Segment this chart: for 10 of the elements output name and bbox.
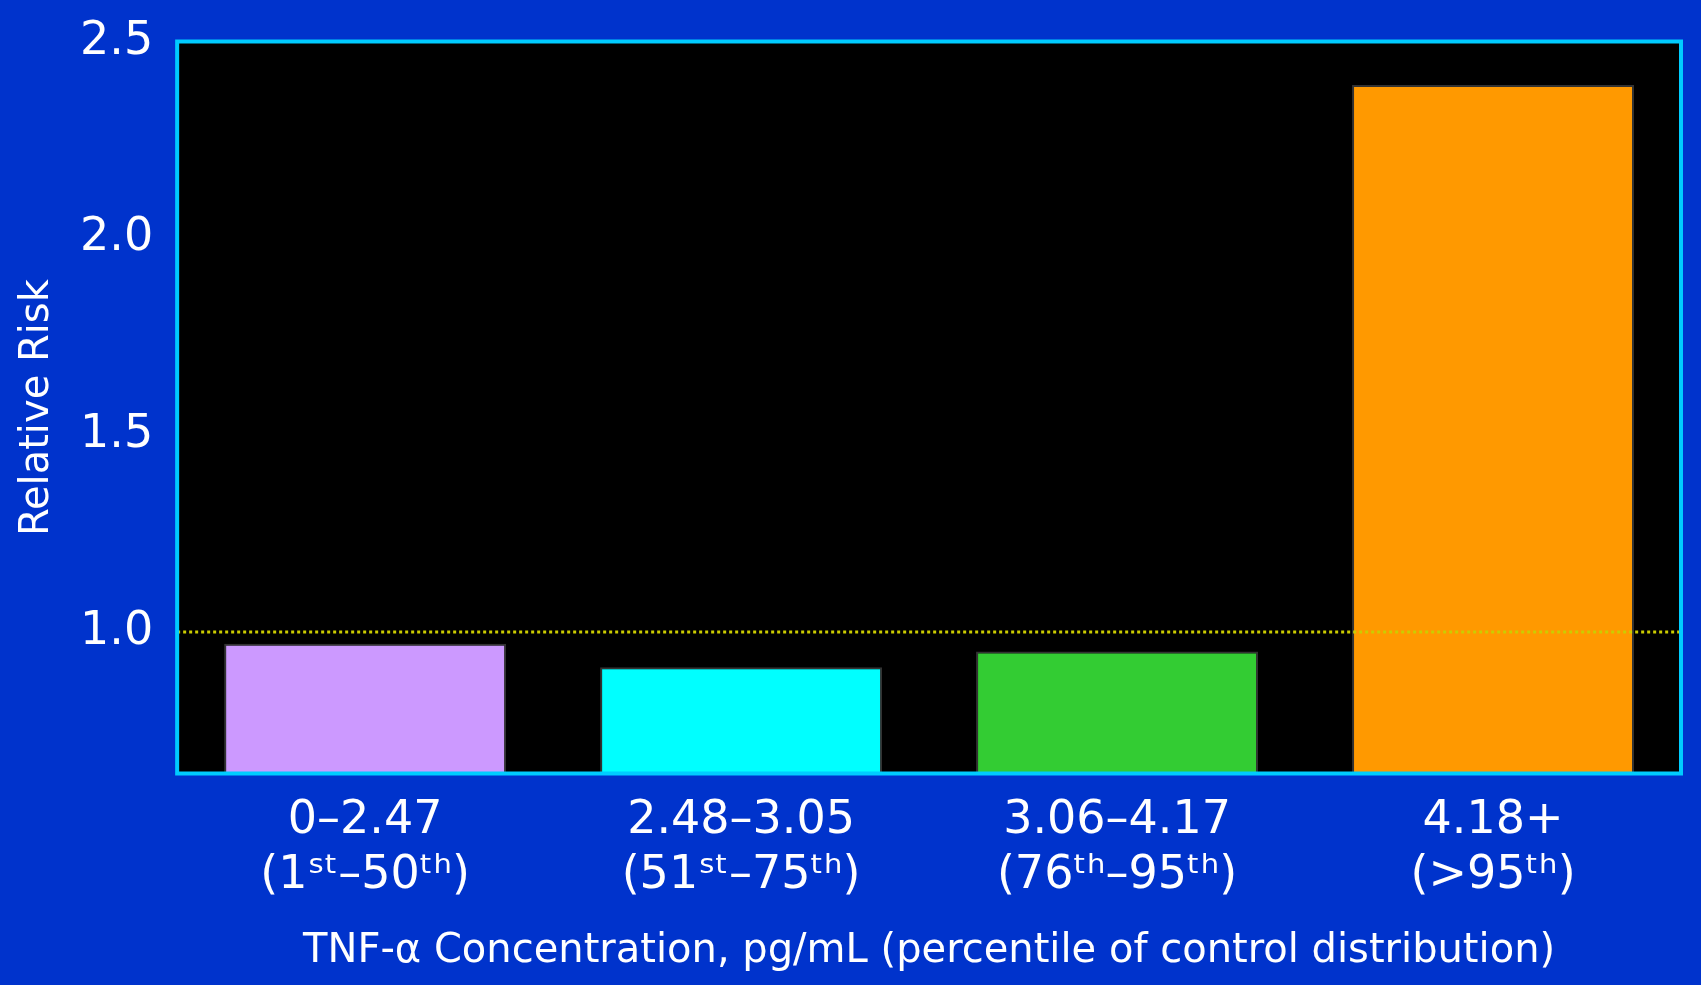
x-tick-label: 0–2.47 (1ˢᵗ–50ᵗʰ) — [260, 790, 470, 900]
x-tick-label: 4.18+ (>95ᵗʰ) — [1410, 790, 1576, 900]
y-tick-label: 1.0 — [80, 600, 154, 655]
x-axis-title: TNF-α Concentration, pg/mL (percentile of control distribution) — [302, 925, 1556, 972]
x-tick-label: 3.06–4.17 (76ᵗʰ–95ᵗʰ) — [996, 790, 1238, 900]
x-tick-label: 2.48–3.05 (51ˢᵗ–75ᵗʰ) — [621, 790, 861, 900]
y-tick-label: 1.5 — [80, 404, 154, 459]
y-tick-label: 2.0 — [80, 207, 154, 262]
y-tick-label: 2.5 — [80, 10, 154, 65]
y-axis-title: Relative Risk — [11, 278, 58, 537]
